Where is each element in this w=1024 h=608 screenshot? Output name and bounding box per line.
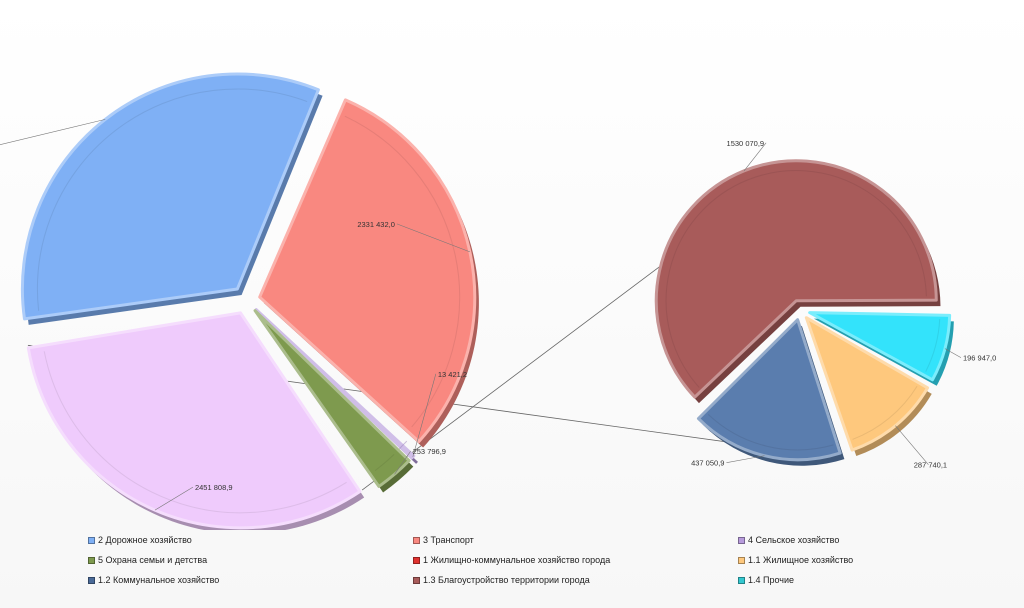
data-label-1-2-коммунальное-хозяйство: 437 050,9 xyxy=(691,459,724,468)
data-label-3-транспорт: 2331 432,0 xyxy=(357,220,395,229)
data-label-4-сельское-хозяйство-leader xyxy=(412,373,437,457)
legend-label: 1.4 Прочие xyxy=(748,575,795,585)
legend-item-4-сельское-хозяйство: 4 Сельское хозяйство xyxy=(738,535,839,545)
data-label-3-транспорт-leader xyxy=(396,223,470,253)
legend-label: 5 Охрана семьи и детства xyxy=(98,555,208,565)
legend-label: 2 Дорожное хозяйство xyxy=(98,535,192,545)
main-slice-5-охрана-семьи-и-детства xyxy=(253,309,414,493)
data-label-1-1-жилищное-хозяйство: 287 740,1 xyxy=(914,461,947,470)
main-slice-2-дорожное-хозяйство xyxy=(20,72,323,325)
data-label-2-дорожное-хозяйство-leader xyxy=(0,119,106,146)
secondary-slice-1-2-коммунальное-хозяйство-face xyxy=(698,319,841,460)
legend-label: 1.3 Благоустройство территории города xyxy=(423,575,590,585)
main-slice-5-охрана-семьи-и-детства-bevel xyxy=(253,309,411,488)
main-slice-5-охрана-семьи-и-детства-face xyxy=(255,310,410,487)
data-label-5-охрана-семьи-и-детства-leader xyxy=(394,451,411,475)
legend-item-2-дорожное-хозяйство: 2 Дорожное хозяйство xyxy=(88,535,192,545)
legend-swatch xyxy=(88,556,95,564)
secondary-slice-1-1-жилищное-хозяйство-face xyxy=(806,317,928,451)
legend-label: 4 Сельское хозяйство xyxy=(748,535,840,545)
legend-swatch xyxy=(413,556,420,564)
main-slice-3-транспорт-edge xyxy=(344,115,461,428)
main-slice-1-жилищно-коммунальное-хозяйство-города-face xyxy=(28,312,360,528)
legend-swatch xyxy=(88,536,95,544)
legend-swatch xyxy=(88,576,95,584)
data-label-4-сельское-хозяйство: 13 421,2 xyxy=(438,370,467,379)
main-slice-1-жилищно-коммунальное-хозяйство-города xyxy=(26,311,365,530)
legend-swatch xyxy=(413,576,420,584)
main-slice-5-охрана-семьи-и-детства-edge xyxy=(374,454,395,472)
legend-item-1-2-коммунальное-хозяйство: 1.2 Коммунальное хозяйство xyxy=(88,575,219,585)
secondary-slice-1-4-прочие-face xyxy=(809,312,950,380)
secondary-slice-1-1-жилищное-хозяйство xyxy=(804,316,932,457)
legend-item-5-охрана-семьи-и-детства: 5 Охрана семьи и детства xyxy=(88,555,207,565)
main-slice-2-дорожное-хозяйство-face xyxy=(22,73,319,319)
legend-label: 1 Жилищно-коммунальное хозяйство города xyxy=(423,555,611,565)
legend-item-1-4-прочие: 1.4 Прочие xyxy=(738,575,794,585)
secondary-slice-1-4-прочие-bevel xyxy=(808,311,952,382)
secondary-slice-1-1-жилищное-хозяйство-edge xyxy=(852,386,918,440)
secondary-slice-1-2-коммунальное-хозяйство xyxy=(696,318,845,466)
legend-item-3-транспорт: 3 Транспорт xyxy=(413,535,474,545)
legend-swatch xyxy=(738,556,745,564)
secondary-slice-1-4-прочие xyxy=(808,311,954,386)
main-slice-2-дорожное-хозяйство-edge xyxy=(36,88,308,311)
main-slice-2-дорожное-хозяйство-bevel xyxy=(20,72,320,321)
secondary-slice-1-2-коммунальное-хозяйство-edge xyxy=(707,413,834,451)
secondary-slice-1-2-коммунальное-хозяйство-bevel xyxy=(696,318,842,462)
main-slice-3-транспорт-bevel xyxy=(258,98,477,444)
legend-item-1-1-жилищное-хозяйство: 1.1 Жилищное хозяйство xyxy=(738,555,853,565)
secondary-slice-1-3-благоустройство-территории-города-face xyxy=(656,160,937,398)
secondary-slice-1-3-благоустройство-территории-города xyxy=(654,159,941,404)
legend-item-1-3-благоустройство-территории-города: 1.3 Благоустройство территории города xyxy=(413,575,590,585)
main-slice-1-жилищно-коммунальное-хозяйство-города-edge xyxy=(43,351,347,514)
data-label-1-жилищно-коммунальное-хозяйство-города-leader xyxy=(154,486,194,511)
data-label-5-охрана-семьи-и-детства: 253 796,9 xyxy=(413,447,446,456)
data-label-1-2-коммунальное-хозяйство-leader xyxy=(726,455,765,464)
legend-swatch xyxy=(738,576,745,584)
data-label-1-3-благоустройство-территории-города-leader xyxy=(743,142,767,171)
main-slice-3-транспорт xyxy=(258,98,479,448)
data-label-1-4-прочие-leader xyxy=(944,348,962,358)
data-label-1-4-прочие: 196 947,0 xyxy=(963,354,996,363)
secondary-pie xyxy=(654,159,954,466)
legend: 2 Дорожное хозяйство 3 Транспорт 4 Сельско… xyxy=(0,533,1024,603)
legend-item-1-жилищно-коммунальное-хозяйство-города: 1 Жилищно-коммунальное хозяйство города xyxy=(413,555,610,565)
legend-label: 1.1 Жилищное хозяйство xyxy=(748,555,854,565)
legend-swatch xyxy=(738,536,745,544)
secondary-slice-1-4-прочие-edge xyxy=(925,319,941,372)
main-slice-3-транспорт-face xyxy=(259,99,475,442)
data-label-1-1-жилищное-хозяйство-leader xyxy=(895,425,929,465)
data-label-1-жилищно-коммунальное-хозяйство-города: 2451 808,9 xyxy=(195,483,233,492)
secondary-slice-1-1-жилищное-хозяйство-bevel xyxy=(804,316,930,452)
legend-label: 1.2 Коммунальное хозяйство xyxy=(98,575,220,585)
legend-label: 3 Транспорт xyxy=(423,535,474,545)
secondary-slice-1-3-благоустройство-территории-города-bevel xyxy=(654,159,938,399)
main-pie xyxy=(20,72,479,530)
main-slice-1-жилищно-коммунальное-хозяйство-города-bevel xyxy=(26,311,362,530)
legend-swatch xyxy=(413,536,420,544)
secondary-slice-1-3-благоустройство-территории-города-edge xyxy=(665,170,927,388)
data-label-1-3-благоустройство-территории-города: 1530 070,9 xyxy=(727,139,765,148)
